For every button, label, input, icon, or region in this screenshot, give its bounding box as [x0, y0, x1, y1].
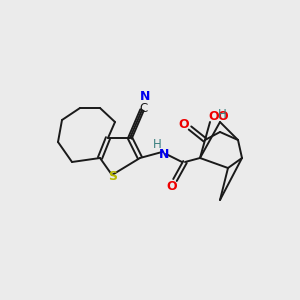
- Text: O: O: [218, 110, 228, 124]
- Text: S: S: [109, 170, 118, 184]
- Text: N: N: [159, 148, 169, 160]
- Text: O: O: [167, 181, 177, 194]
- Text: H: H: [153, 139, 161, 152]
- Text: N: N: [140, 91, 150, 103]
- Text: O: O: [179, 118, 189, 130]
- Text: C: C: [139, 101, 147, 115]
- Text: O: O: [209, 110, 219, 124]
- Text: H: H: [218, 107, 226, 121]
